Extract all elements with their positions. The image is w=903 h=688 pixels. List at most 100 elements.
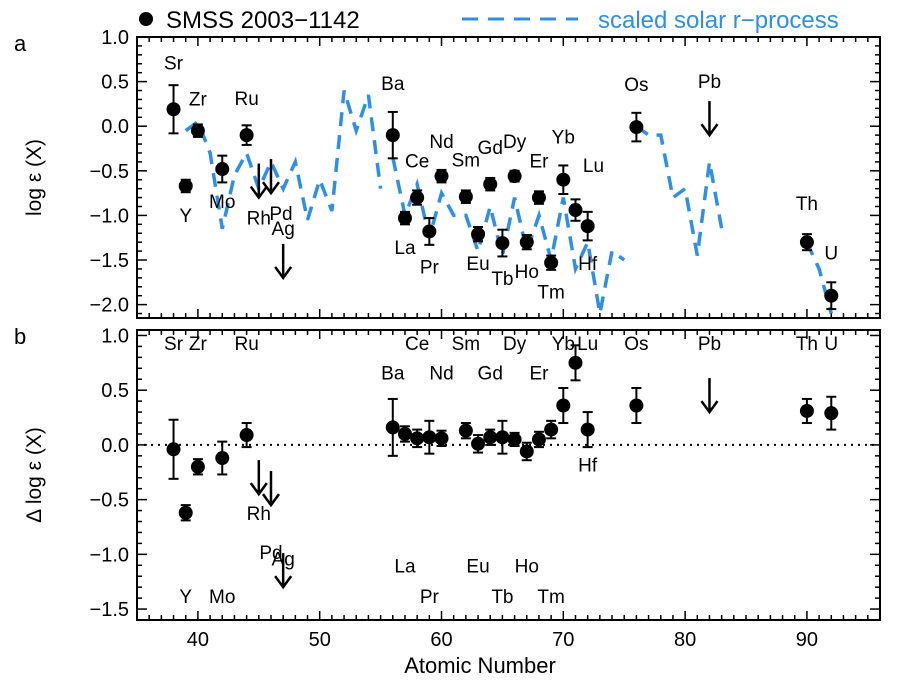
panel-b-point-Zr (190, 459, 205, 474)
panel-b-label-U: U (824, 334, 838, 355)
panel-a-point-U (824, 288, 839, 303)
panel-b-label-Ho: Ho (515, 556, 539, 577)
panel-b: 40 50 60 70 80 90 −1.5 −1.0 −0.5 0.0 0.5 1.0 Δ log ε… (14, 324, 881, 651)
panel-a-point-La (397, 211, 412, 226)
panel-a-point-Lu (568, 203, 583, 218)
panel-b-point-Lu (568, 355, 583, 370)
panel-b-label-Tm: Tm (537, 587, 564, 608)
panel-b-point-Yb (556, 398, 571, 413)
panel-b-point-Sr (166, 442, 181, 457)
panel-b-limit-head-Pd (261, 493, 280, 508)
panel-a-limit-head-Pd (261, 181, 280, 196)
panel-b-label-Sr: Sr (164, 334, 184, 355)
panel-b-ytick-label: −1.0 (90, 544, 129, 566)
x-tick-label-90: 90 (796, 629, 818, 651)
panel-a-point-Th (799, 235, 814, 250)
legend: SMSS 2003−1142 scaled solar r−process (139, 7, 839, 34)
x-axis-label: Atomic Number (404, 653, 556, 678)
panel-b-point-Nd (434, 431, 449, 446)
panel-a-point-Y (178, 178, 193, 193)
panel-a-label-Sm: Sm (452, 151, 481, 172)
panel-b-point-Eu (471, 436, 486, 451)
panel-b-point-Sm (458, 423, 473, 438)
panel-b-label-Pr: Pr (420, 587, 440, 608)
panel-b-label-Sm: Sm (452, 334, 481, 355)
model-line-segment-2 (391, 157, 626, 314)
panel-a-point-Ba (385, 128, 400, 143)
panel-b-label-Ag: Ag (272, 550, 295, 571)
panel-b-frame (136, 329, 881, 621)
x-tick-label-60: 60 (430, 629, 452, 651)
panel-b-ytick-label: 0.5 (101, 380, 129, 402)
panel-b-point-Th (799, 403, 814, 418)
panel-b-ytick-label: −0.5 (90, 490, 129, 512)
panel-a-label-U: U (824, 244, 838, 265)
panel-a-label-Ru: Ru (234, 89, 258, 110)
panel-a-point-Er (531, 190, 546, 205)
panel-a-point-Ru (239, 128, 254, 143)
panel-b-label-Th: Th (796, 334, 818, 355)
panel-a-label-Gd: Gd (478, 138, 503, 159)
panel-b-point-Y (178, 505, 193, 520)
panel-a-point-Hf (580, 219, 595, 234)
panel-b-ytick-label: 1.0 (101, 325, 129, 347)
panel-b-label-Mo: Mo (209, 587, 235, 608)
panel-a-limit-head-Ag (274, 266, 293, 280)
panel-a-point-Sr (166, 102, 181, 117)
panel-b-label-Er: Er (529, 364, 549, 385)
x-tick-label-40: 40 (187, 629, 209, 651)
panel-a-label-Ce: Ce (405, 152, 429, 173)
panel-a-ytick-label: 0.0 (101, 116, 129, 138)
panel-b-ytick-label: −1.5 (90, 599, 129, 621)
panel-a-label-Ba: Ba (381, 74, 405, 95)
panel-b-label-Hf: Hf (578, 456, 598, 477)
panel-a-ytick-label: −1.5 (90, 250, 129, 272)
panel-b-point-Ho (519, 444, 534, 459)
panel-b-point-Ba (385, 420, 400, 435)
panel-a-label-Sr: Sr (164, 53, 184, 74)
panel-a-label-Tm: Tm (537, 283, 564, 304)
panel-a-point-Nd (434, 169, 449, 184)
panel-a-label-Tb: Tb (491, 269, 513, 290)
x-tick-label-70: 70 (552, 629, 574, 651)
panel-b-label-Pb: Pb (698, 334, 721, 355)
panel-a-point-Eu (471, 227, 486, 242)
panel-b-point-Ce (410, 431, 425, 446)
panel-b-label-Ru: Ru (234, 334, 258, 355)
panel-b-y-axis-label: Δ log ε (X) (23, 427, 46, 523)
panel-a-ytick-label: 1.0 (101, 27, 129, 49)
panel-a-point-Yb (556, 172, 571, 187)
panel-a-limit-head-Rh (249, 185, 268, 200)
panel-b-label-Yb: Yb (552, 334, 575, 355)
panel-a-point-Os (629, 120, 644, 135)
panel-a-label-Eu: Eu (466, 254, 489, 275)
panel-a-point-Dy (507, 169, 522, 184)
panel-a-limit-head-Pb (700, 123, 719, 138)
model-line-segment-1 (184, 89, 383, 230)
panel-b-label-Ba: Ba (381, 364, 405, 385)
panel-a-label: a (14, 31, 27, 56)
panel-a-point-Ho (519, 235, 534, 250)
panel-b-point-Pr (422, 430, 437, 445)
panel-b-point-Tm (544, 422, 559, 437)
panel-a-label-Ho: Ho (515, 262, 539, 283)
panel-a-ytick-label: −1.0 (90, 205, 129, 227)
panel-a-point-Tb (495, 236, 510, 251)
panel-b-label-Dy: Dy (503, 334, 527, 355)
legend-model-label: scaled solar r−process (598, 7, 839, 34)
panel-b-label-Lu: Lu (577, 334, 598, 355)
x-tick-label-50: 50 (309, 629, 331, 651)
panel-a-label-Rh: Rh (247, 209, 271, 230)
x-tick-label-80: 80 (674, 629, 696, 651)
panel-b-point-La (397, 426, 412, 441)
panel-b-label-Zr: Zr (189, 334, 208, 355)
panel-a-label-Y: Y (179, 206, 192, 227)
panel-a-label-La: La (394, 238, 416, 259)
panel-a-point-Ce (410, 190, 425, 205)
panel-a-point-Tm (544, 255, 559, 270)
panel-b-point-Er (531, 432, 546, 447)
legend-star-marker (139, 12, 153, 26)
panel-a-y-axis-label: log ε (X) (23, 139, 46, 216)
panel-a: −2.0 −1.5 −1.0 −0.5 0.0 0.5 1.0 log ε (X) a Sr Y Zr… (14, 27, 881, 319)
